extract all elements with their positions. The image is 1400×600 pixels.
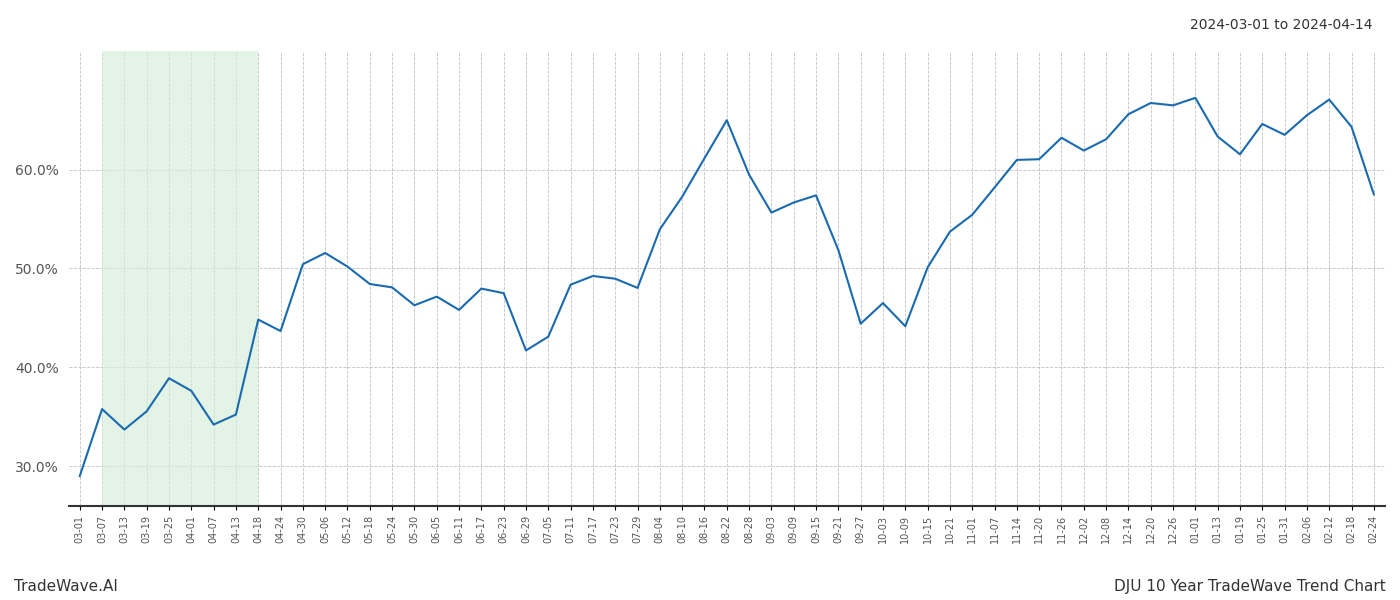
Bar bbox=[102, 51, 258, 506]
Text: 2024-03-01 to 2024-04-14: 2024-03-01 to 2024-04-14 bbox=[1190, 18, 1372, 32]
Text: DJU 10 Year TradeWave Trend Chart: DJU 10 Year TradeWave Trend Chart bbox=[1114, 579, 1386, 594]
Text: TradeWave.AI: TradeWave.AI bbox=[14, 579, 118, 594]
